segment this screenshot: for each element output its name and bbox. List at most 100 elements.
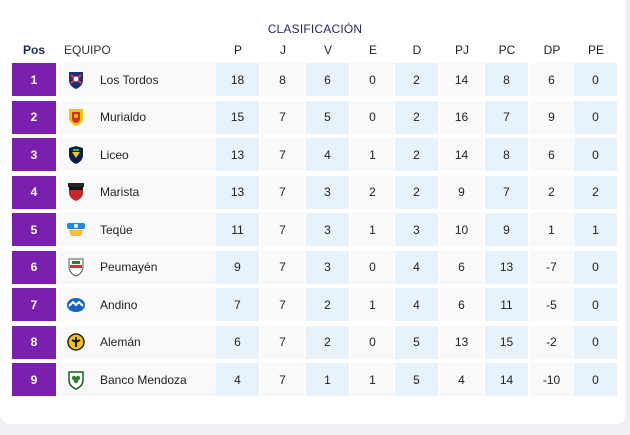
team-cell[interactable]: Teqüe xyxy=(58,213,228,246)
position-badge: 6 xyxy=(12,250,56,284)
table-row[interactable]: 6 Peumayén 9 7 3 0 4 6 13 -7 0 xyxy=(12,250,618,284)
stat-d: 2 xyxy=(395,100,438,134)
team-cell[interactable]: Banco Mendoza xyxy=(58,363,228,396)
stat-p: 13 xyxy=(216,138,259,171)
stat-e: 0 xyxy=(351,250,394,284)
stat-e: 1 xyxy=(351,138,394,171)
stat-e: 1 xyxy=(351,288,394,321)
position-badge: 8 xyxy=(12,325,56,359)
stat-pj: 13 xyxy=(440,325,483,359)
team-cell-bg xyxy=(58,175,226,209)
stat-p: 4 xyxy=(216,363,259,396)
header-pos: Pos xyxy=(22,43,45,57)
stat-pe: 0 xyxy=(574,138,617,171)
stat-pe: 0 xyxy=(574,100,617,134)
team-cell[interactable]: Peumayén xyxy=(58,251,228,284)
aleman-crest-icon xyxy=(66,331,86,353)
standings-card: CLASIFICACIÓN Pos EQUIPO P J V E D PJ PC… xyxy=(0,0,626,424)
stat-j: 7 xyxy=(261,325,304,359)
position-badge: 3 xyxy=(12,138,56,171)
table-row[interactable]: 9 Banco Mendoza 4 7 1 1 5 4 14 -10 0 xyxy=(12,363,618,396)
team-name: Murialdo xyxy=(100,110,147,124)
stat-d: 2 xyxy=(395,138,438,171)
table-header: Pos EQUIPO P J V E D PJ PC DP PE xyxy=(12,43,618,59)
stat-p: 13 xyxy=(216,175,259,209)
team-cell[interactable]: Andino xyxy=(58,288,228,321)
header-pe: PE xyxy=(587,43,604,57)
stat-v: 3 xyxy=(306,175,349,209)
stat-v: 2 xyxy=(306,288,349,321)
team-cell-bg xyxy=(58,288,226,321)
stat-j: 8 xyxy=(261,63,304,96)
table-row[interactable]: 5 Teqüe 11 7 3 1 3 10 9 1 1 xyxy=(12,213,618,246)
stat-dp: -7 xyxy=(530,250,573,284)
team-name: Andino xyxy=(100,297,138,312)
position-badge: 7 xyxy=(12,288,56,321)
table-row[interactable]: 7 Andino 7 7 2 1 4 6 11 -5 0 xyxy=(12,288,618,321)
team-name: Peumayén xyxy=(100,260,158,274)
marista-crest-icon xyxy=(66,181,86,203)
table-row[interactable]: 8 Alemán 6 7 2 0 5 13 15 -2 0 xyxy=(12,325,618,359)
stat-d: 2 xyxy=(395,63,438,96)
team-cell[interactable]: Alemán xyxy=(58,326,228,359)
stat-pe: 0 xyxy=(574,63,617,96)
stat-j: 7 xyxy=(261,138,304,171)
stat-pj: 6 xyxy=(440,288,483,321)
team-cell[interactable]: Los Tordos xyxy=(58,63,228,96)
stat-dp: -2 xyxy=(530,325,573,359)
stat-v: 3 xyxy=(306,213,349,246)
stat-pe: 0 xyxy=(574,250,617,284)
team-name: Banco Mendoza xyxy=(100,372,187,387)
table-row[interactable]: 1 Los Tordos 18 8 6 0 2 14 8 6 0 xyxy=(12,63,618,96)
stat-p: 15 xyxy=(216,100,259,134)
stat-e: 2 xyxy=(351,175,394,209)
stat-pj: 14 xyxy=(440,63,483,96)
stat-pc: 8 xyxy=(485,63,528,96)
table-row[interactable]: 4 Marista 13 7 3 2 2 9 7 2 2 xyxy=(12,175,618,209)
stat-e: 0 xyxy=(351,63,394,96)
team-cell-bg xyxy=(58,63,226,96)
header-pj: PJ xyxy=(454,43,469,57)
team-name: Teqüe xyxy=(100,222,133,237)
stat-v: 3 xyxy=(306,250,349,284)
header-j: J xyxy=(280,43,286,57)
stat-pj: 16 xyxy=(440,100,483,134)
andino-crest-icon xyxy=(66,294,86,316)
stat-pe: 0 xyxy=(574,288,617,321)
stat-dp: 2 xyxy=(530,175,573,209)
murialdo-crest-icon xyxy=(66,106,86,128)
stat-p: 9 xyxy=(216,250,259,284)
position-badge: 9 xyxy=(12,363,56,396)
stat-pj: 9 xyxy=(440,175,483,209)
table-row[interactable]: 2 Murialdo 15 7 5 0 2 16 7 9 0 xyxy=(12,100,618,134)
stat-pc: 7 xyxy=(485,175,528,209)
stat-v: 6 xyxy=(306,63,349,96)
stat-pj: 10 xyxy=(440,213,483,246)
header-team: EQUIPO xyxy=(64,43,111,57)
standings-title: CLASIFICACIÓN xyxy=(267,22,363,36)
team-cell[interactable]: Liceo xyxy=(58,138,228,171)
stat-d: 5 xyxy=(395,363,438,396)
stat-pj: 6 xyxy=(440,250,483,284)
stat-pc: 8 xyxy=(485,138,528,171)
team-cell[interactable]: Murialdo xyxy=(58,101,228,134)
stat-pc: 7 xyxy=(485,100,528,134)
team-cell[interactable]: Marista xyxy=(58,176,228,209)
stat-d: 4 xyxy=(395,250,438,284)
stat-dp: 9 xyxy=(530,100,573,134)
team-cell-bg xyxy=(58,325,226,359)
stat-e: 1 xyxy=(351,363,394,396)
stat-j: 7 xyxy=(261,250,304,284)
stat-v: 2 xyxy=(306,325,349,359)
team-cell-bg xyxy=(58,250,226,284)
stat-v: 5 xyxy=(306,100,349,134)
stat-pe: 0 xyxy=(574,363,617,396)
header-p: P xyxy=(233,43,242,57)
header-e: E xyxy=(368,43,377,57)
team-name: Marista xyxy=(100,185,140,199)
header-d: D xyxy=(412,43,422,57)
team-name: Alemán xyxy=(100,335,141,349)
stat-pe: 2 xyxy=(574,175,617,209)
team-cell-bg xyxy=(58,100,226,134)
table-row[interactable]: 3 Liceo 13 7 4 1 2 14 8 6 0 xyxy=(12,138,618,171)
